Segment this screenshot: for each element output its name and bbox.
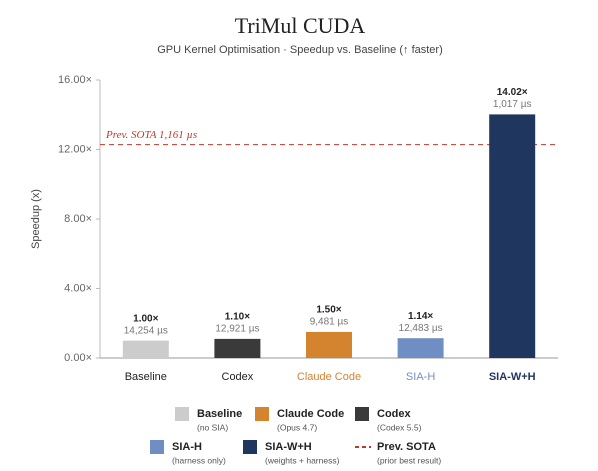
value-label: 1.50×	[316, 305, 341, 316]
value-label: 14.02×	[497, 87, 528, 98]
bar	[489, 114, 536, 358]
value-label: 1.14×	[408, 311, 433, 322]
legend-note: (Opus 4.7)	[277, 422, 317, 432]
legend-label: Claude Code	[277, 408, 344, 420]
time-label: 12,483 µs	[399, 323, 443, 334]
legend-label: SIA-H	[172, 441, 202, 453]
legend-label: SIA-W+H	[265, 441, 312, 453]
legend-swatch	[175, 407, 189, 421]
value-label: 1.10×	[225, 312, 250, 323]
y-tick-label: 0.00×	[64, 352, 92, 364]
legend-swatch	[355, 407, 369, 421]
legend-swatch	[255, 407, 269, 421]
reference-label: Prev. SOTA 1,161 µs	[105, 129, 197, 141]
time-label: 14,254 µs	[124, 325, 168, 336]
legend-label: Baseline	[197, 408, 242, 420]
time-label: 1,017 µs	[493, 99, 532, 110]
x-tick-label: Codex	[222, 371, 254, 383]
x-tick-label: SIA-H	[406, 371, 435, 383]
legend-note: (harness only)	[172, 455, 226, 465]
bar	[214, 338, 261, 358]
bar	[122, 340, 169, 358]
time-label: 9,481 µs	[310, 317, 349, 328]
y-axis-label: Speedup (x)	[30, 189, 42, 249]
legend-label: Codex	[377, 408, 412, 420]
legend-note: (prior best result)	[377, 455, 441, 465]
legend-label: Prev. SOTA	[377, 441, 436, 453]
legend-swatch	[150, 440, 164, 454]
chart-title: TriMul CUDA	[235, 13, 366, 38]
y-tick-label: 8.00×	[64, 213, 92, 225]
x-tick-label: SIA-W+H	[489, 371, 536, 383]
bar	[397, 338, 444, 358]
legend-note: (weights + harness)	[265, 455, 340, 465]
time-label: 12,921 µs	[215, 324, 259, 335]
legend-note: (no SIA)	[197, 422, 228, 432]
legend-swatch	[243, 440, 257, 454]
y-tick-label: 4.00×	[64, 282, 92, 294]
value-label: 1.00×	[133, 313, 158, 324]
x-tick-label: Baseline	[125, 371, 167, 383]
x-tick-label: Claude Code	[297, 371, 361, 383]
y-tick-label: 12.00×	[58, 143, 92, 155]
chart-subtitle: GPU Kernel Optimisation · Speedup vs. Ba…	[157, 44, 443, 56]
y-tick-label: 16.00×	[58, 74, 92, 86]
bar	[306, 331, 352, 358]
legend-note: (Codex 5.5)	[377, 422, 422, 432]
